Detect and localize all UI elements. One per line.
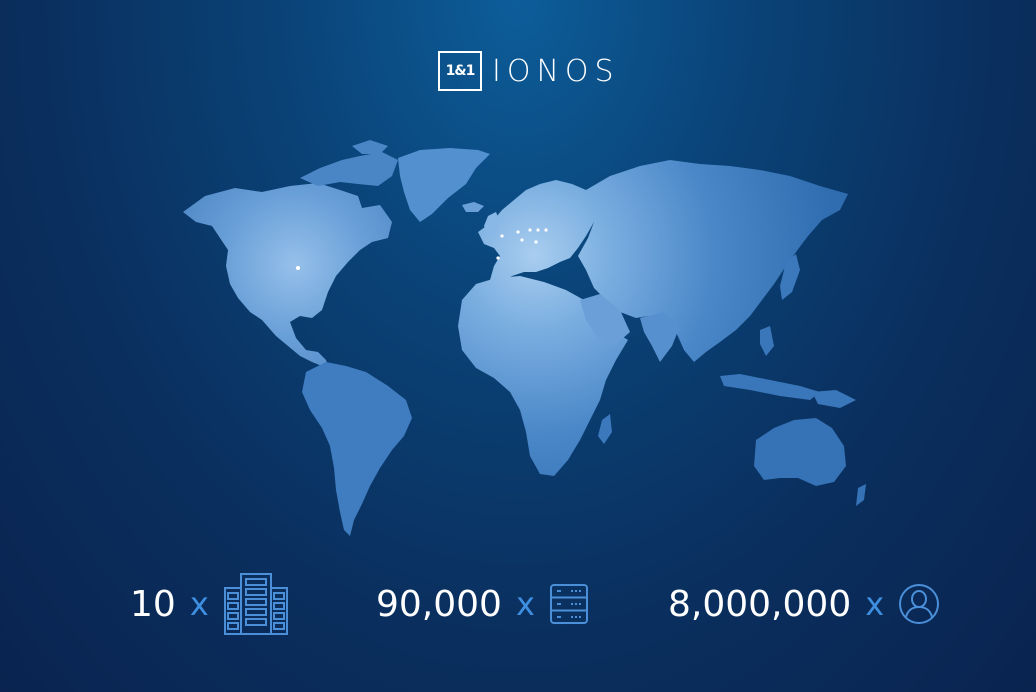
- philippines: [760, 326, 774, 356]
- marker-eu-3: [536, 228, 540, 232]
- continent-australia: [754, 418, 846, 486]
- stat-servers: 90,000 x: [376, 572, 589, 636]
- server-rack-icon: [549, 584, 588, 624]
- continent-greenland: [398, 148, 490, 222]
- india: [640, 312, 680, 362]
- brand-logo: 1&1 IONOS: [438, 50, 620, 92]
- arabia: [580, 294, 630, 346]
- marker-eu-4: [544, 228, 548, 232]
- data-center-building-icon: [223, 573, 288, 635]
- britain: [484, 212, 500, 236]
- new-guinea: [812, 390, 856, 408]
- marker-eu-7: [500, 234, 504, 238]
- stat-data-centers: 10 x: [130, 572, 289, 636]
- arctic-island-small: [352, 140, 388, 154]
- stat-multiplier: x: [515, 585, 535, 623]
- continent-north-america: [183, 183, 392, 372]
- continent-africa: [458, 276, 628, 476]
- continent-europe: [478, 180, 620, 282]
- logo-mark: 1&1: [438, 51, 482, 91]
- stat-value: 8,000,000: [668, 583, 852, 625]
- japan: [780, 254, 800, 300]
- madagascar: [598, 414, 612, 444]
- continent-south-america: [302, 362, 412, 536]
- new-zealand: [856, 484, 866, 506]
- logo-wordmark: IONOS: [492, 53, 620, 89]
- arctic-islands: [300, 152, 398, 186]
- data-center-markers: [296, 228, 548, 270]
- stat-customers: 8,000,000 x: [668, 572, 940, 636]
- marker-eu-5: [520, 238, 524, 242]
- indonesia: [720, 374, 820, 400]
- stat-value: 90,000: [376, 583, 502, 625]
- marker-eu-2: [528, 228, 532, 232]
- marker-eu-1: [516, 230, 520, 234]
- stat-value: 10: [130, 583, 176, 625]
- user-icon: [899, 584, 940, 624]
- continent-asia: [578, 160, 848, 362]
- stat-multiplier: x: [865, 585, 885, 623]
- stat-multiplier: x: [189, 585, 209, 623]
- iceland: [462, 202, 484, 212]
- marker-eu-8: [496, 256, 500, 260]
- marker-us: [296, 266, 300, 270]
- marker-eu-6: [534, 240, 538, 244]
